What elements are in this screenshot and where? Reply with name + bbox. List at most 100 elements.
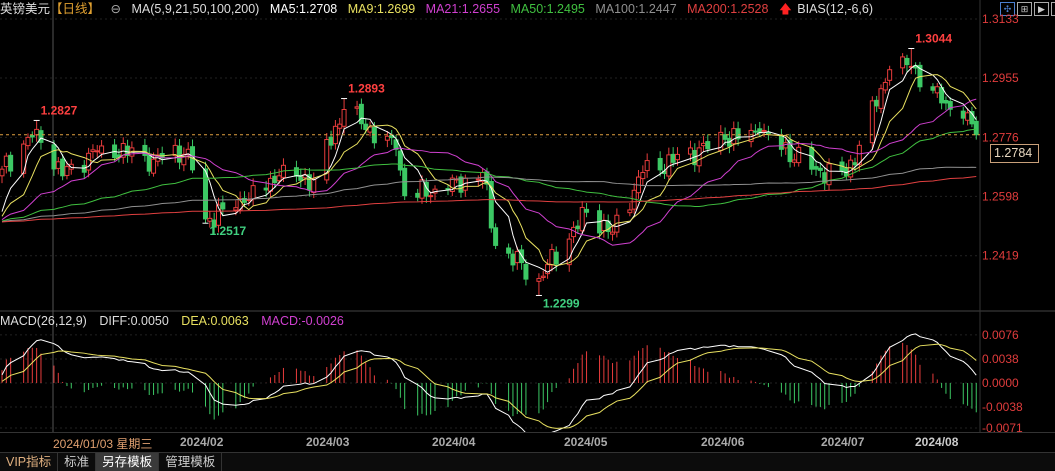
extreme-label: 1.3044 (915, 32, 952, 46)
symbol-title: 英镑美元【日线】 (0, 2, 101, 16)
candle-up (826, 163, 832, 186)
macd-tick-label: 0.0000 (982, 376, 1019, 390)
candle-down (852, 162, 858, 166)
candle-up (614, 214, 620, 233)
bias-params[interactable]: BIAS(12,-6,6) (797, 2, 874, 16)
candle-up (86, 152, 92, 171)
candle-up (181, 153, 187, 166)
candle-down (211, 219, 217, 228)
candle-up (341, 108, 347, 127)
candle-up (731, 128, 737, 145)
candle-down (415, 192, 421, 198)
candle-up (25, 136, 31, 147)
candle-down (553, 251, 559, 265)
price-chart[interactable]: 1.3133 1.2955 1.2776 1.2598 1.2419 0.0076 0.00… (0, 0, 1055, 432)
candle-down (722, 134, 728, 140)
up-arrow-icon[interactable]: 🡅 (778, 2, 792, 16)
crosshair-icon[interactable]: ✣ (1000, 2, 1015, 16)
extreme-label: 1.2299 (543, 296, 580, 310)
ma50-value: MA50:1.2495 (510, 2, 585, 16)
candle-down (8, 154, 14, 172)
candle-up (172, 144, 178, 157)
candle-down (38, 130, 44, 143)
tab-save-template[interactable]: 另存模板 (96, 453, 160, 471)
candle-down (765, 131, 771, 134)
candle-down (874, 99, 880, 107)
candle-up (3, 155, 9, 168)
current-price-label: 1.2784 (990, 144, 1039, 163)
candle-up (674, 153, 680, 161)
candle-down (142, 144, 148, 156)
candle-up (965, 112, 971, 121)
candle-down (29, 134, 35, 138)
candle-down (735, 128, 741, 140)
candle-up (536, 278, 542, 282)
candle-down (358, 103, 364, 125)
zoom-fit-icon[interactable]: ⊞ (1017, 2, 1032, 16)
macd-dea: DEA:0.0063 (181, 314, 249, 328)
candle-down (272, 175, 278, 184)
ma9-value: MA9:1.2699 (347, 2, 416, 16)
ma9-line (1, 74, 977, 267)
macd-tick-label: -0.0071 (982, 421, 1023, 432)
candle-up (64, 166, 70, 176)
candle-down (904, 57, 910, 66)
candle-up (644, 160, 650, 172)
candle-down (575, 225, 581, 230)
candle-down (393, 139, 399, 150)
candle-up (34, 128, 40, 136)
month-label: 2024/03 (306, 435, 350, 449)
template-tabs: VIP指标 标准 另存模板 管理模板 (0, 452, 1055, 471)
price-tick-label: 1.2776 (982, 130, 1019, 144)
macd-params[interactable]: MACD(26,12,9) (0, 314, 87, 328)
candle-down (81, 164, 87, 173)
candle-down (363, 123, 369, 130)
chart-toolbar: ✣ ⊞ ▶ ⇥ (1000, 2, 1055, 16)
candle-down (328, 136, 334, 146)
macd-legend: MACD(26,12,9) DIFF:0.0050 DEA:0.0063 MAC… (0, 314, 353, 328)
candle-up (566, 238, 572, 266)
candle-up (887, 69, 893, 81)
month-label: 2024/08 (915, 435, 959, 449)
candle-down (584, 208, 590, 213)
candle-up (384, 135, 390, 141)
tab-standard[interactable]: 标准 (58, 453, 97, 471)
ma100-value: MA100:1.2447 (595, 2, 677, 16)
candle-down (60, 158, 66, 177)
zoom-circle-icon[interactable]: ⊖ (110, 2, 121, 16)
candle-up (55, 161, 61, 169)
candle-up (601, 219, 607, 232)
tab-vip[interactable]: VIP指标 (0, 453, 59, 471)
candle-up (882, 81, 888, 91)
candle-down (787, 139, 793, 163)
candle-down (506, 247, 512, 254)
candle-up (549, 249, 555, 266)
candle-down (51, 144, 57, 170)
macd-tick-label: 0.0038 (982, 352, 1019, 366)
candle-up (687, 147, 693, 155)
candle-down (146, 153, 152, 172)
month-label: 2024/07 (821, 435, 865, 449)
ma-params[interactable]: MA(5,9,21,50,100,200) (131, 2, 260, 16)
macd-tick-label: -0.0038 (982, 400, 1023, 414)
macd-diff: DIFF:0.0050 (99, 314, 169, 328)
candle-up (640, 171, 646, 180)
candle-up (514, 251, 520, 264)
candle-up (579, 206, 585, 232)
ma200-value: MA200:1.2528 (687, 2, 769, 16)
step-forward-icon[interactable]: ▶ (1034, 2, 1049, 16)
ma5-value: MA5:1.2708 (269, 2, 338, 16)
ma100-line (1, 166, 977, 223)
dea-line (1, 343, 977, 429)
candle-up (354, 106, 360, 109)
indicator-legend: 英镑美元【日线】 ⊖ MA(5,9,21,50,100,200) MA5:1.2… (0, 0, 880, 18)
candle-up (337, 123, 343, 129)
diff-line (1, 333, 977, 432)
candle-up (761, 129, 767, 132)
candle-up (700, 142, 706, 147)
candle-down (397, 150, 403, 171)
candle-up (878, 88, 884, 109)
tab-manage-template[interactable]: 管理模板 (159, 453, 223, 471)
candle-up (610, 231, 616, 235)
month-label: 2024/05 (564, 435, 608, 449)
